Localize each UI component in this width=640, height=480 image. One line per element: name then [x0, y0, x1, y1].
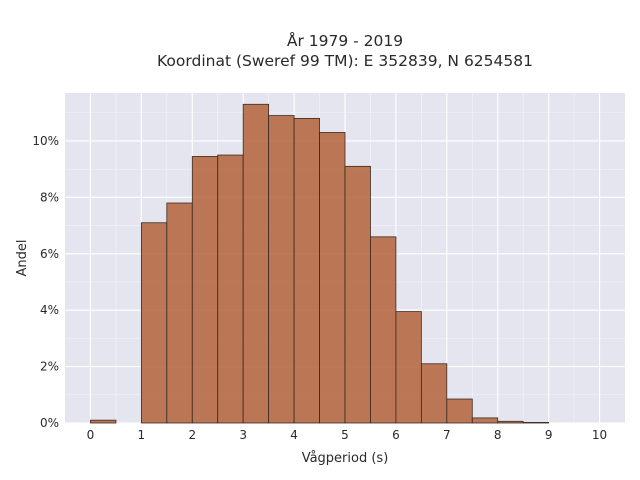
y-tick-label: 0%: [40, 416, 59, 430]
x-tick-label: 3: [239, 428, 247, 442]
y-tick-label: 8%: [40, 190, 59, 204]
histogram-bar: [217, 154, 244, 424]
y-axis-title: Andel: [15, 240, 30, 277]
x-tick-label: 9: [545, 428, 553, 442]
bars: [90, 103, 550, 424]
histogram-bar: [395, 311, 422, 424]
histogram-bar: [166, 202, 193, 424]
y-tick-label: 4%: [40, 303, 59, 317]
x-tick-label: 5: [341, 428, 349, 442]
histogram-bar: [140, 222, 168, 424]
histogram-bar: [344, 165, 371, 424]
histogram-bar: [319, 132, 346, 424]
x-axis-title: Vågperiod (s): [302, 451, 389, 466]
histogram-bar: [90, 419, 117, 424]
histogram-bar: [268, 115, 295, 424]
histogram-bar: [497, 420, 524, 424]
histogram-bar: [191, 156, 219, 424]
x-tick-label: 2: [188, 428, 196, 442]
histogram-bar: [420, 363, 448, 424]
chart-title-line-1: År 1979 - 2019: [287, 31, 403, 50]
histogram-bar: [242, 103, 270, 424]
histogram-bar: [446, 398, 473, 424]
x-tick-label: 8: [494, 428, 502, 442]
histogram-bar: [471, 417, 499, 424]
x-tick-label: 7: [443, 428, 451, 442]
y-tick-labels: 0% 2% 4% 6% 8% 10%: [32, 134, 59, 430]
y-tick-label: 2%: [40, 360, 59, 374]
histogram-bar: [370, 236, 397, 424]
y-tick-label: 10%: [32, 134, 59, 148]
histogram-bar: [293, 117, 320, 424]
x-tick-labels: 0 1 2 3 4 5 6 7 8 9 10: [87, 428, 608, 442]
x-tick-label: 4: [290, 428, 298, 442]
y-tick-label: 6%: [40, 247, 59, 261]
chart-title-line-2: Koordinat (Sweref 99 TM): E 352839, N 62…: [157, 52, 533, 70]
x-tick-label: 10: [592, 428, 607, 442]
x-tick-label: 6: [392, 428, 400, 442]
x-tick-label: 1: [138, 428, 146, 442]
histogram-bar: [522, 422, 550, 424]
x-tick-label: 0: [87, 428, 95, 442]
